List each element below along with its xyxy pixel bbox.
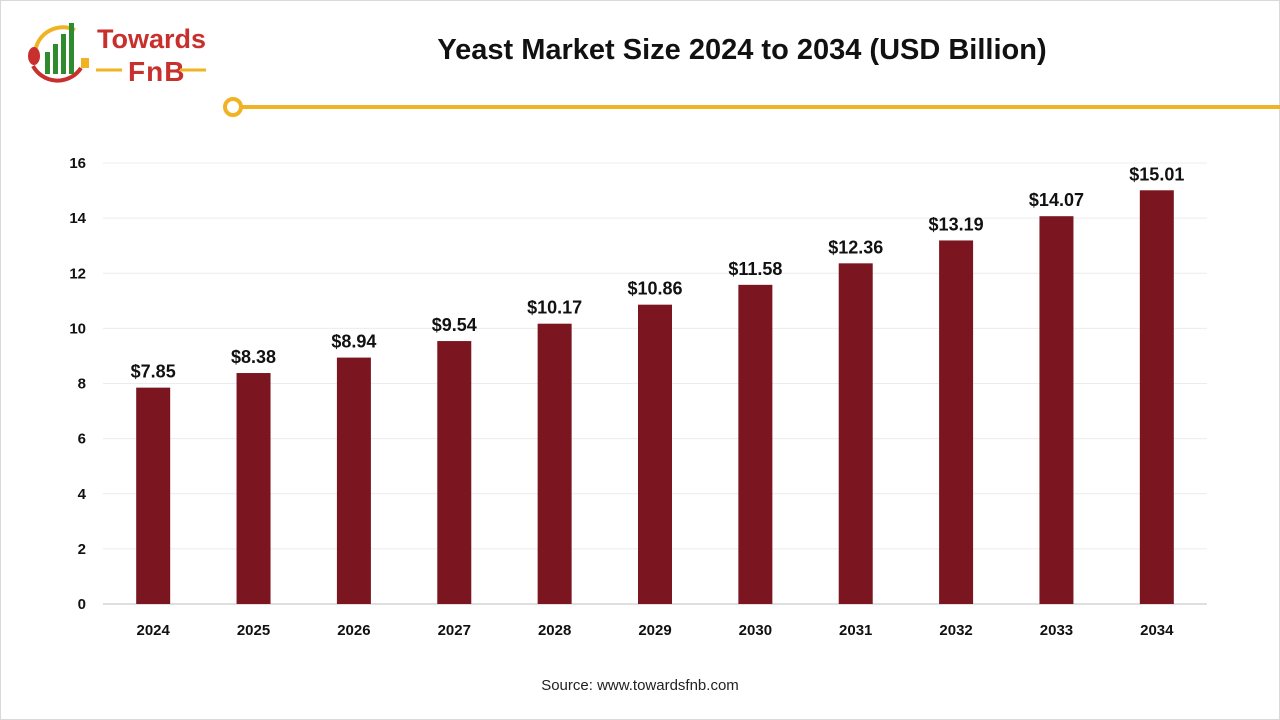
y-tick-label: 2 [78, 541, 86, 558]
x-tick-label: 2024 [136, 622, 170, 639]
data-label: $15.01 [1129, 164, 1184, 184]
y-tick-label: 8 [78, 376, 86, 393]
bar-2027 [437, 341, 472, 604]
data-label: $10.86 [627, 279, 682, 299]
bar-2033 [1039, 216, 1074, 604]
data-label: $9.54 [432, 315, 477, 335]
chart-title: Yeast Market Size 2024 to 2034 (USD Bill… [437, 34, 1047, 66]
x-tick-label: 2029 [638, 622, 671, 639]
y-tick-label: 4 [78, 486, 87, 503]
x-tick-label: 2025 [237, 622, 270, 639]
data-label: $13.19 [929, 214, 984, 234]
bar-2028 [537, 323, 572, 604]
source-text: Source: www.towardsfnb.com [541, 677, 739, 694]
bar-2029 [638, 304, 672, 604]
x-tick-label: 2027 [438, 622, 471, 639]
bar-2025 [236, 373, 271, 604]
accent-circle [223, 97, 243, 117]
x-tick-label: 2031 [839, 622, 872, 639]
data-label: $8.94 [331, 332, 376, 352]
data-label: $11.58 [728, 259, 782, 279]
y-tick-label: 6 [78, 431, 86, 448]
towards-fnb-logo [28, 23, 89, 83]
x-tick-label: 2030 [739, 622, 772, 639]
logo-text-towards: Towards [97, 24, 207, 54]
bar-2034 [1139, 190, 1174, 605]
y-tick-label: 12 [69, 265, 86, 282]
data-label: $12.36 [828, 237, 883, 257]
x-tick-label: 2026 [337, 622, 370, 639]
y-tick-label: 16 [69, 155, 86, 172]
y-tick-label: 10 [69, 320, 86, 337]
data-label: $10.17 [527, 298, 582, 318]
bar-2026 [336, 357, 371, 604]
x-tick-label: 2032 [939, 622, 972, 639]
y-tick-label: 14 [69, 210, 86, 227]
bar-2024 [136, 387, 171, 604]
bar-2031 [838, 263, 873, 604]
bar-2032 [939, 240, 974, 604]
x-tick-label: 2034 [1140, 622, 1174, 639]
x-tick-label: 2033 [1040, 622, 1073, 639]
data-label: $8.38 [231, 347, 276, 367]
data-label: $14.07 [1029, 190, 1084, 210]
logo-text-fnb: FnB [128, 56, 186, 87]
y-tick-label: 0 [78, 596, 86, 613]
data-label: $7.85 [131, 362, 176, 382]
bar-2030 [738, 284, 773, 604]
x-tick-label: 2028 [538, 622, 571, 639]
